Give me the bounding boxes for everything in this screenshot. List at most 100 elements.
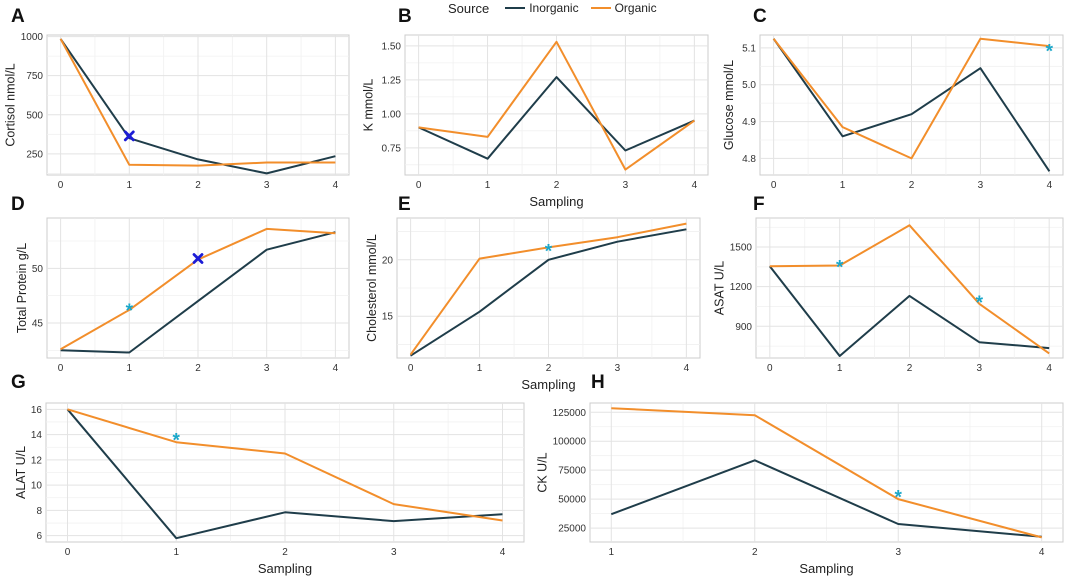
- y-tick-label: 250: [26, 149, 43, 160]
- y-tick-label: 0.75: [382, 143, 402, 154]
- legend-title: Source: [448, 0, 490, 16]
- series-line-inorganic: [610, 459, 1042, 538]
- x-tick-label: 2: [752, 547, 758, 558]
- series-line-organic: [769, 224, 1050, 355]
- asterisk-marker: *: [173, 430, 181, 451]
- y-tick-label: 125000: [553, 408, 587, 419]
- x-tick-label: 1: [485, 180, 491, 191]
- y-tick-label: 8: [36, 506, 42, 517]
- series-line-inorganic: [60, 231, 336, 354]
- legend-item-organic: Organic: [585, 1, 657, 15]
- panel-a: 0 1 2 3 4 250 500 750 1000 Cortisol nmol/L A: [4, 6, 350, 191]
- y-axis-label: Cortisol nmol/L: [4, 63, 18, 146]
- y-tick-label: 900: [735, 322, 752, 333]
- y-axis-label: CK U/L: [535, 452, 549, 492]
- x-tick-label: 2: [195, 180, 201, 191]
- x-tick-label: 0: [58, 363, 64, 374]
- y-tick-label: 4.8: [742, 154, 756, 165]
- x-tick-label: 2: [554, 180, 560, 191]
- y-tick-label: 4.9: [742, 117, 756, 128]
- panel-letter: F: [753, 194, 765, 215]
- y-tick-label: 1500: [730, 243, 753, 254]
- y-axis-label: Glucose mmol/L: [722, 60, 736, 150]
- x-axis-label: Sampling: [258, 561, 312, 576]
- x-tick-label: 2: [909, 180, 915, 191]
- panel-e: 0 1 2 3 4 15 20 * Cholesterol mmol/L Sampling E: [365, 194, 701, 392]
- y-tick-label: 45: [32, 319, 44, 330]
- panel-d: 0 1 2 3 4 45 50 * Total Protein g/L D: [11, 194, 350, 374]
- x-tick-label: 1: [173, 547, 179, 558]
- series-line-organic: [772, 37, 1050, 160]
- x-axis-label: Sampling: [521, 377, 575, 392]
- y-tick-label: 25000: [558, 524, 586, 535]
- y-tick-label: 50000: [558, 495, 586, 506]
- x-tick-label: 2: [195, 363, 201, 374]
- x-tick-label: 3: [615, 363, 621, 374]
- y-tick-label: 5.0: [742, 80, 756, 91]
- x-tick-label: 1: [127, 180, 133, 191]
- x-tick-label: 1: [127, 363, 133, 374]
- y-tick-label: 1000: [21, 32, 44, 43]
- x-tick-label: 0: [416, 180, 422, 191]
- x-tick-label: 4: [1047, 180, 1053, 191]
- y-tick-label: 20: [382, 255, 394, 266]
- series-line-inorganic: [769, 265, 1050, 357]
- x-axis-label: Sampling: [799, 561, 853, 576]
- panel-c: 0 1 2 3 4 4.8 4.9 5.0 5.1 * Glucose mmol/L C: [722, 6, 1064, 191]
- y-tick-label: 12: [31, 455, 43, 466]
- asterisk-marker: *: [895, 488, 903, 509]
- y-tick-label: 5.1: [742, 43, 756, 54]
- x-tick-label: 0: [408, 363, 414, 374]
- asterisk-marker: *: [126, 301, 134, 322]
- series-line-inorganic: [418, 76, 695, 160]
- x-tick-label: 4: [1039, 547, 1045, 558]
- x-tick-label: 3: [977, 363, 983, 374]
- panel-letter: A: [11, 6, 25, 27]
- y-tick-label: 6: [36, 531, 42, 542]
- asterisk-marker: *: [545, 242, 553, 263]
- x-tick-label: 0: [58, 180, 64, 191]
- x-tick-label: 0: [65, 547, 71, 558]
- panel-letter: H: [591, 372, 605, 393]
- x-tick-label: 1: [609, 547, 615, 558]
- y-tick-label: 16: [31, 405, 43, 416]
- y-tick-label: 1.50: [382, 41, 402, 52]
- y-axis-label: ASAT U/L: [713, 261, 727, 315]
- y-tick-label: 100000: [553, 437, 587, 448]
- panel-letter: B: [398, 6, 412, 27]
- legend-key-inorganic: [505, 7, 526, 9]
- y-tick-label: 10: [31, 481, 43, 492]
- x-tick-label: 4: [500, 547, 506, 558]
- y-tick-label: 75000: [558, 466, 586, 477]
- legend: Source Inorganic Organic: [448, 0, 663, 16]
- y-axis-label: Cholesterol mmol/L: [365, 234, 379, 342]
- x-tick-label: 2: [907, 363, 913, 374]
- series-line-inorganic: [59, 38, 336, 175]
- y-tick-label: 15: [382, 312, 394, 323]
- cross-stroke: [192, 253, 204, 264]
- x-tick-label: 3: [623, 180, 629, 191]
- x-tick-label: 4: [1046, 363, 1052, 374]
- x-tick-label: 0: [771, 180, 777, 191]
- x-tick-label: 1: [477, 363, 483, 374]
- series-line-organic: [418, 40, 695, 171]
- x-axis-label: Sampling: [529, 194, 583, 209]
- legend-item-inorganic: Inorganic: [499, 1, 579, 15]
- y-tick-label: 1200: [730, 282, 753, 293]
- series-line-organic: [611, 407, 1042, 539]
- legend-label-organic: Organic: [614, 1, 657, 15]
- panel-letter: E: [398, 194, 411, 215]
- legend-key-organic: [590, 7, 611, 9]
- x-tick-label: 1: [837, 363, 843, 374]
- y-tick-label: 500: [26, 110, 43, 121]
- series-line-inorganic: [410, 228, 687, 357]
- x-tick-label: 4: [692, 180, 698, 191]
- panel-f: 0 1 2 3 4 900 1200 1500 * * ASAT U/L F: [713, 194, 1064, 374]
- cross-marker: [192, 253, 204, 264]
- series-line-inorganic: [772, 38, 1051, 172]
- y-tick-label: 1.25: [382, 75, 402, 86]
- x-tick-label: 3: [264, 363, 270, 374]
- x-tick-label: 4: [333, 363, 339, 374]
- y-axis-label: ALAT U/L: [14, 446, 28, 499]
